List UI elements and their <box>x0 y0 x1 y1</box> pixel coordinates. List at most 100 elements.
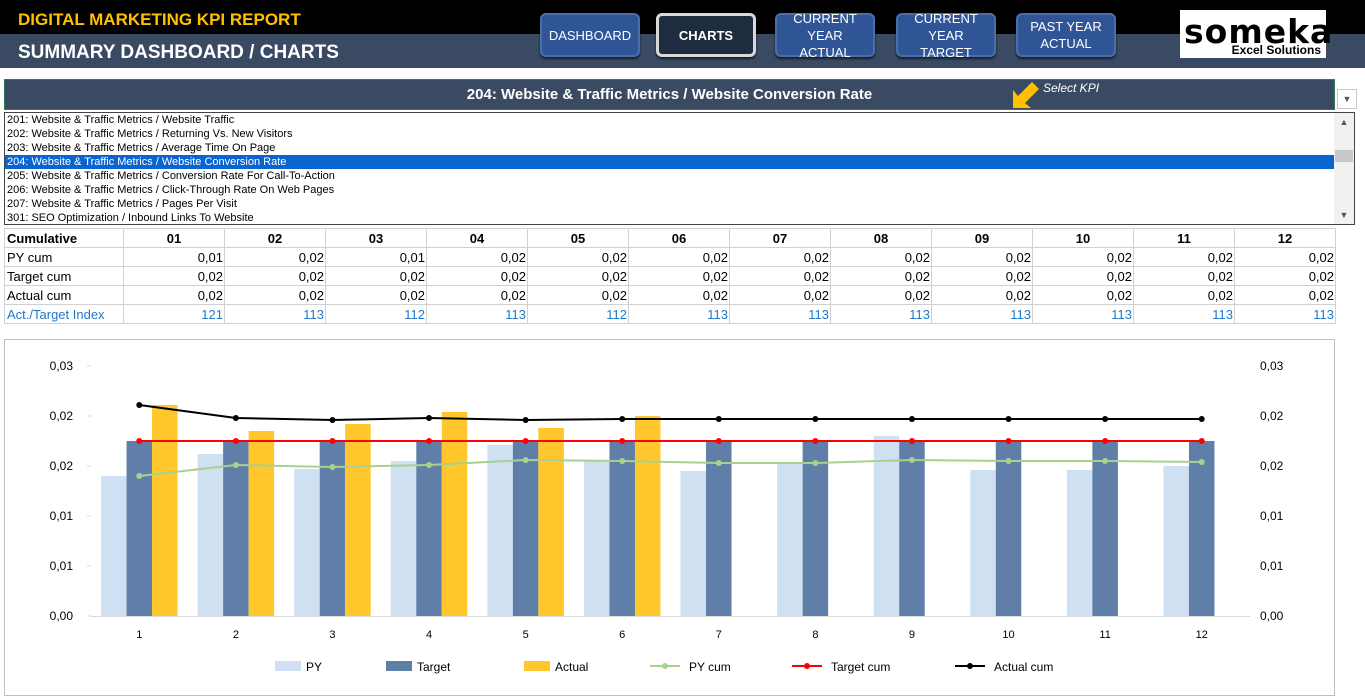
x-tick-label: 2 <box>233 629 239 641</box>
table-cell: 0,02 <box>1133 266 1235 286</box>
legend-marker-target-cum <box>804 663 810 669</box>
kpi-option[interactable]: 207: Website & Traffic Metrics / Pages P… <box>7 198 237 210</box>
y-tick-label-right: 0,03 <box>1260 359 1284 373</box>
bar-py <box>777 464 803 616</box>
table-cell: 0,02 <box>325 285 427 305</box>
scrollbar-thumb[interactable] <box>1335 150 1353 162</box>
nav-button-label: PAST YEAR <box>1030 19 1102 34</box>
nav-button-charts[interactable]: CHARTS <box>656 13 756 57</box>
table-cell: 113 <box>426 304 528 324</box>
table-cell: 113 <box>628 304 730 324</box>
legend-swatch-py <box>275 661 301 671</box>
table-cell: 0,02 <box>628 247 730 267</box>
bar-target <box>223 441 249 616</box>
table-cell: 0,02 <box>1234 266 1336 286</box>
chevron-down-icon[interactable]: ▼ <box>1337 89 1357 109</box>
bar-actual <box>345 424 371 616</box>
kpi-listbox[interactable]: 201: Website & Traffic Metrics / Website… <box>4 112 1355 225</box>
month-header: 08 <box>830 228 932 248</box>
table-cell: 0,02 <box>426 247 528 267</box>
month-header: 07 <box>729 228 831 248</box>
bar-py <box>390 461 417 616</box>
point-target-cum <box>1198 438 1205 444</box>
nav-button-label: CURRENT YEAR <box>793 10 857 43</box>
point-py-cum <box>1005 458 1012 464</box>
x-tick-label: 11 <box>1099 629 1110 641</box>
x-tick-label: 10 <box>1002 629 1014 641</box>
y-tick-label-left: 0,02 <box>50 409 74 423</box>
table-header-row: Cumulative 01 02 03 04 05 06 07 08 09 10… <box>4 228 1336 248</box>
bar-py <box>583 461 610 616</box>
bar-target <box>995 441 1022 616</box>
bar-target <box>512 441 539 616</box>
nav-button-label: DASHBOARD <box>548 27 632 43</box>
nav-button-label: ACTUAL <box>1040 36 1092 51</box>
x-tick-label: 7 <box>716 629 722 641</box>
month-header: 09 <box>931 228 1033 248</box>
table-cell: 113 <box>224 304 326 324</box>
bar-py <box>294 469 320 616</box>
point-target-cum <box>426 438 433 444</box>
kpi-option[interactable]: 301: SEO Optimization / Inbound Links To… <box>7 212 254 224</box>
point-py-cum <box>426 462 433 468</box>
nav-button-current-year-actual[interactable]: CURRENT YEAR ACTUAL <box>775 10 875 60</box>
legend-marker-actual-cum <box>967 663 973 669</box>
kpi-chart: 0,00 0,00 0,01 0,01 0,01 0,01 0,02 0,02 0,02 0,02… <box>4 339 1335 696</box>
bar-py <box>1066 470 1093 616</box>
y-tick-label-left: 0,03 <box>50 359 74 373</box>
point-py-cum <box>136 473 143 479</box>
bar-py <box>680 471 707 616</box>
x-tick-label: 3 <box>329 629 335 641</box>
table-cell: 0,02 <box>426 266 528 286</box>
nav-button-dashboard[interactable]: DASHBOARD <box>540 13 640 57</box>
point-py-cum <box>812 460 819 466</box>
nav-button-current-year-target[interactable]: CURRENT YEAR TARGET <box>896 11 996 60</box>
table-row-index: Act./Target Index 121 113 112 113 112 11… <box>4 304 1336 324</box>
bar-actual <box>152 405 178 616</box>
table-row: PY cum 0,01 0,02 0,01 0,02 0,02 0,02 0,0… <box>4 247 1336 267</box>
kpi-option[interactable]: 206: Website & Traffic Metrics / Click-T… <box>7 184 335 196</box>
kpi-option-selected[interactable]: 204: Website & Traffic Metrics / Website… <box>5 155 1335 169</box>
nav-button-label: ACTUAL <box>799 44 851 60</box>
scroll-down-icon[interactable]: ▼ <box>1339 210 1349 220</box>
table-cell: 0,02 <box>224 247 326 267</box>
kpi-option[interactable]: 203: Website & Traffic Metrics / Average… <box>7 142 276 154</box>
table-cell: 0,02 <box>123 285 225 305</box>
app-title: DIGITAL MARKETING KPI REPORT <box>18 10 301 29</box>
table-cell: 0,02 <box>830 247 932 267</box>
bar-target <box>416 441 442 616</box>
point-py-cum <box>522 457 529 463</box>
table-cell: 113 <box>729 304 831 324</box>
x-tick-label: 9 <box>909 629 915 641</box>
table-cell: 0,02 <box>830 285 932 305</box>
kpi-option[interactable]: 201: Website & Traffic Metrics / Website… <box>7 114 235 126</box>
arrow-icon <box>1013 82 1039 108</box>
bar-actual <box>441 412 468 616</box>
point-target-cum <box>812 438 819 444</box>
table-cell: 0,02 <box>325 266 427 286</box>
point-actual-cum <box>1198 416 1205 422</box>
someka-logo[interactable]: someka Excel Solutions <box>1180 10 1332 58</box>
bar-target <box>899 441 925 616</box>
point-target-cum <box>1005 438 1012 444</box>
x-tick-label: 1 <box>136 629 142 641</box>
table-cell: 0,02 <box>1234 247 1336 267</box>
kpi-option[interactable]: 202: Website & Traffic Metrics / Returni… <box>7 128 293 140</box>
table-cell: 0,02 <box>729 285 831 305</box>
table-cell: 112 <box>527 304 629 324</box>
legend-label-actual-cum: Actual cum <box>994 660 1053 674</box>
scroll-up-icon[interactable]: ▲ <box>1339 117 1349 127</box>
table-cell: 113 <box>1234 304 1336 324</box>
table-cell: 0,02 <box>224 285 326 305</box>
nav-button-past-year-actual[interactable]: PAST YEAR ACTUAL <box>1016 13 1116 57</box>
point-actual-cum <box>812 416 819 422</box>
logo-wordmark: someka <box>1184 12 1334 51</box>
point-actual-cum <box>329 417 336 423</box>
table-cell: 0,02 <box>224 266 326 286</box>
legend-marker-py-cum <box>662 663 668 669</box>
listbox-scrollbar[interactable]: ▲ ▼ <box>1334 113 1354 224</box>
kpi-option[interactable]: 205: Website & Traffic Metrics / Convers… <box>7 170 335 182</box>
point-actual-cum <box>1102 416 1109 422</box>
table-cell: 0,01 <box>325 247 427 267</box>
row-label: Target cum <box>4 266 124 286</box>
